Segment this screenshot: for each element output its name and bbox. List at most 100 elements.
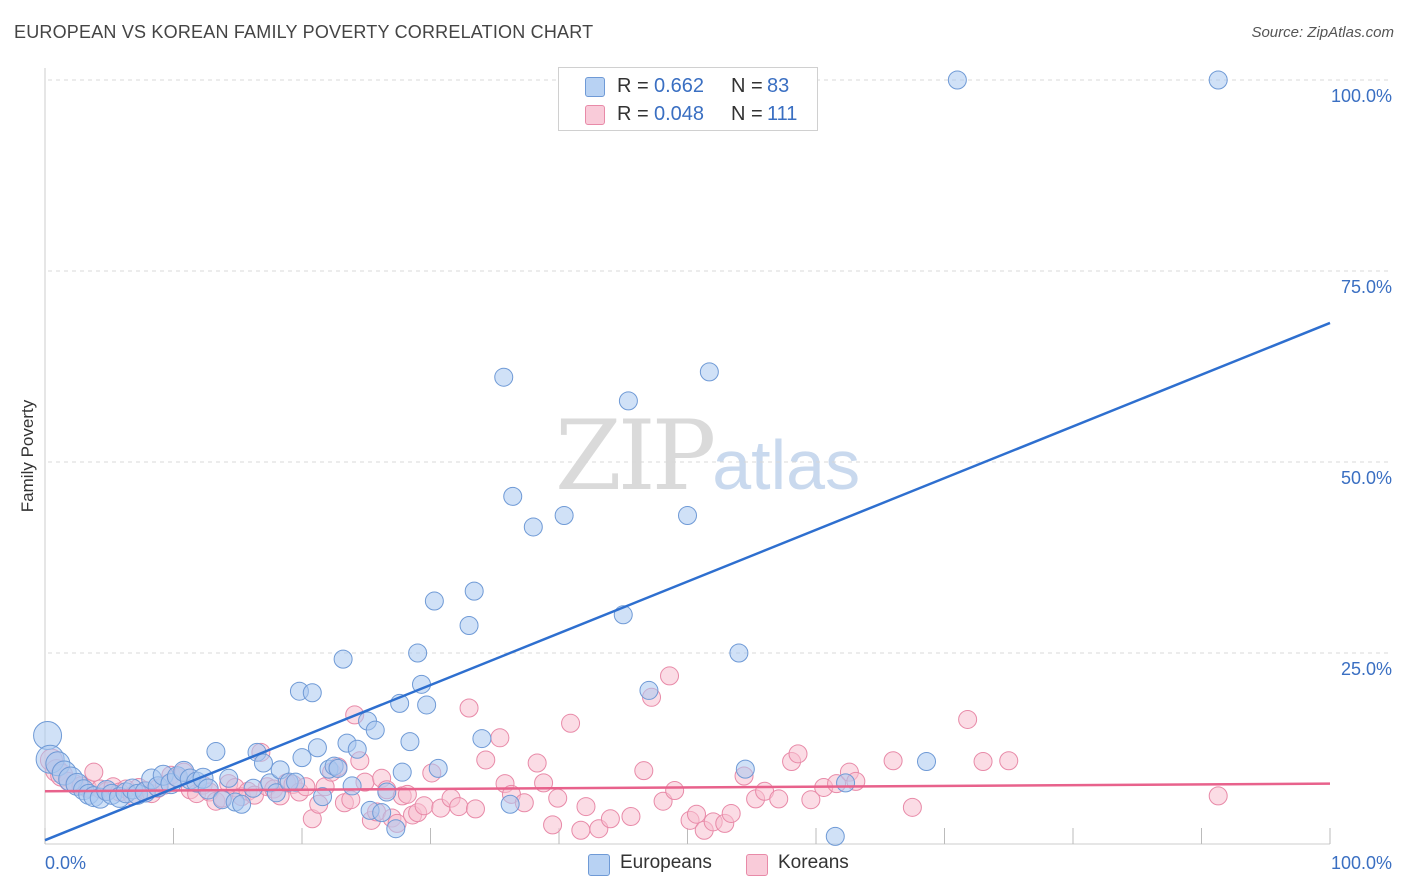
axis-labels: 25.0% 50.0% 75.0% 100.0% 0.0% 100.0% Family Po…	[18, 86, 1392, 873]
europeans-swatch	[585, 77, 605, 97]
source-label: Source: ZipAtlas.com	[1251, 24, 1394, 41]
korean-point	[769, 789, 789, 809]
european-point	[500, 794, 520, 814]
korean-point	[1208, 786, 1228, 806]
korean-point	[621, 806, 641, 826]
european-point	[392, 762, 412, 782]
european-point	[729, 643, 749, 663]
watermark-atlas: atlas	[712, 426, 861, 504]
korean-point	[548, 788, 568, 808]
european-point	[735, 759, 755, 779]
koreans-r-value: 0.048	[654, 103, 705, 125]
korean-point	[958, 709, 978, 729]
korean-point	[561, 713, 581, 733]
europeans-legend-label: Europeans	[620, 852, 712, 873]
european-point	[618, 391, 638, 411]
european-point	[307, 738, 327, 758]
koreans-n-value: 111	[767, 103, 798, 125]
legend-row-europeans: R = 0.662 N = 83	[559, 73, 817, 101]
european-point	[639, 680, 659, 700]
european-point	[347, 739, 367, 759]
koreans-n-label: N =	[731, 103, 763, 125]
y-tick-label-0: 25.0%	[1341, 659, 1392, 679]
watermark: ZIPatlas	[555, 400, 860, 512]
european-point	[243, 778, 263, 798]
chart-title: EUROPEAN VS KOREAN FAMILY POVERTY CORREL…	[14, 22, 594, 42]
european-point	[424, 591, 444, 611]
korean-point	[801, 790, 821, 810]
european-point	[386, 819, 406, 839]
y-axis-label: Family Poverty	[18, 399, 37, 512]
axes	[44, 68, 1331, 845]
european-point	[464, 581, 484, 601]
europeans-series	[33, 70, 1228, 846]
gridlines	[48, 79, 1392, 654]
korean-point	[686, 804, 706, 824]
european-point	[365, 720, 385, 740]
korean-point	[449, 797, 469, 817]
koreans-legend-label: Koreans	[778, 852, 849, 873]
korean-point	[600, 809, 620, 829]
trend-lines	[44, 321, 1331, 842]
european-point	[1208, 70, 1228, 90]
korean-point	[459, 698, 479, 718]
korean-point	[571, 820, 591, 840]
europeans-r-label: R =	[617, 75, 649, 97]
european-point	[523, 517, 543, 537]
european-point	[554, 505, 574, 525]
european-point	[494, 367, 514, 387]
korean-point	[634, 761, 654, 781]
european-point	[253, 753, 273, 773]
europeans-r-value: 0.662	[654, 75, 705, 97]
korean-point	[973, 751, 993, 771]
european-point	[232, 794, 252, 814]
korean-point	[414, 796, 434, 816]
european-point	[377, 782, 397, 802]
korean-point	[721, 803, 741, 823]
european-point	[302, 683, 322, 703]
european-point	[328, 758, 348, 778]
korean-point	[902, 797, 922, 817]
european-point	[266, 783, 286, 803]
x-tick-label-0: 0.0%	[45, 853, 86, 873]
korean-point	[543, 815, 563, 835]
y-tick-label-3: 100.0%	[1331, 86, 1392, 106]
koreans-trend-line	[44, 782, 1331, 793]
european-point	[408, 643, 428, 663]
legend-row-koreans: R = 0.048 N = 111	[559, 101, 817, 129]
koreans-swatch	[585, 105, 605, 125]
korean-point	[883, 751, 903, 771]
european-point	[342, 776, 362, 796]
european-point	[286, 772, 306, 792]
european-point	[417, 695, 437, 715]
european-point	[372, 803, 392, 823]
european-point	[428, 758, 448, 778]
european-point	[825, 826, 845, 846]
european-point	[292, 748, 312, 768]
european-point	[333, 649, 353, 669]
korean-point	[490, 728, 510, 748]
european-point	[917, 751, 937, 771]
korean-point	[476, 750, 496, 770]
korean-point	[788, 744, 808, 764]
correlation-legend: R = 0.662 N = 83 R = 0.048 N = 111	[558, 67, 818, 131]
europeans-legend-swatch	[588, 854, 610, 876]
koreans-r-label: R =	[617, 103, 649, 125]
european-point	[400, 732, 420, 752]
korean-point	[576, 797, 596, 817]
european-point	[699, 362, 719, 382]
european-point	[197, 778, 219, 800]
korean-point	[999, 751, 1019, 771]
europeans-n-label: N =	[731, 75, 763, 97]
y-tick-label-2: 75.0%	[1341, 277, 1392, 297]
korean-point	[660, 666, 680, 686]
watermark-zip: ZIP	[555, 400, 716, 512]
korean-point	[465, 799, 485, 819]
y-tick-label-1: 50.0%	[1341, 468, 1392, 488]
european-point	[206, 742, 226, 762]
europeans-n-value: 83	[767, 75, 790, 97]
x-tick-label-1: 100.0%	[1331, 853, 1392, 873]
european-point	[503, 486, 523, 506]
european-point	[836, 773, 856, 793]
